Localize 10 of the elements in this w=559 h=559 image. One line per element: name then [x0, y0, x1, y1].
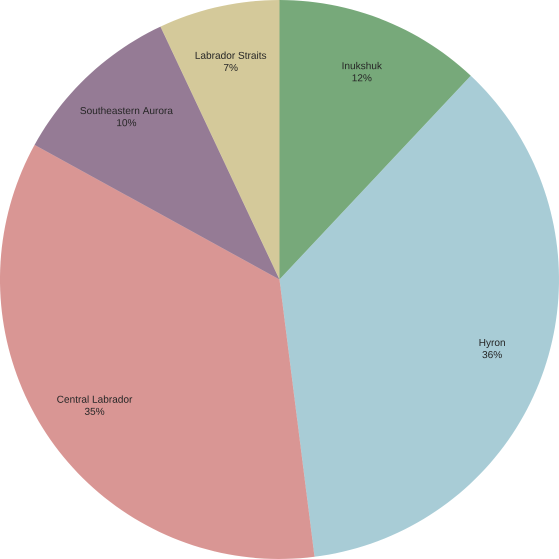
slice-label: Hyron	[480, 339, 505, 348]
data-label: 12%	[352, 74, 372, 82]
slice-label: Inukshuk	[342, 62, 382, 70]
slice-label: Central Labrador	[57, 395, 132, 403]
data-label: 7%	[224, 64, 238, 72]
slice-label: Southeastern Aurora	[80, 106, 173, 114]
data-label: 10%	[117, 119, 136, 126]
data-label: 35%	[84, 408, 104, 415]
slice-label: Labrador Straits	[196, 52, 266, 59]
data-label: 36%	[482, 351, 502, 358]
